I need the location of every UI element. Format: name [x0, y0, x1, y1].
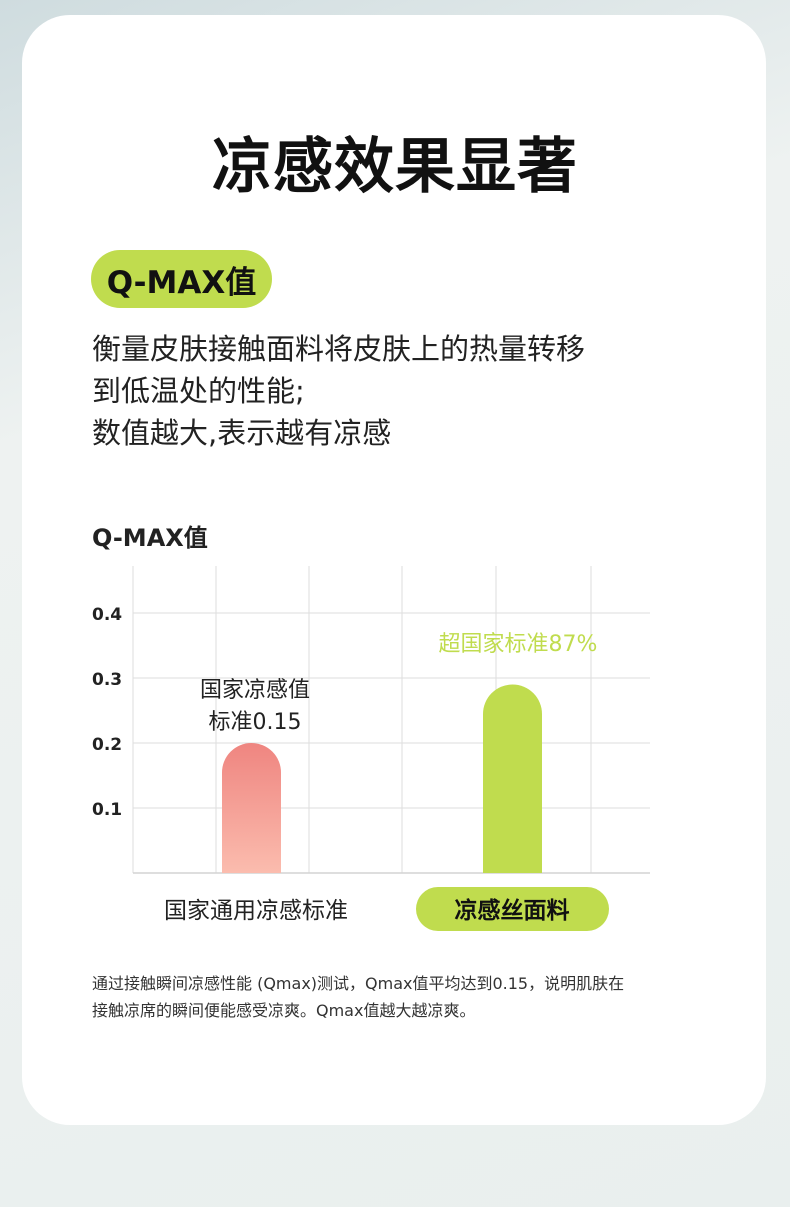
footnote-line: 通过接触瞬间凉感性能 (Qmax)测试，Qmax值平均达到0.15，说明肌肤在 [92, 974, 625, 993]
page-title: 凉感效果显著 [212, 132, 578, 202]
footnote-line: 接触凉席的瞬间便能感受凉爽。Qmax值越大越凉爽。 [92, 1001, 476, 1020]
footnote: 通过接触瞬间凉感性能 (Qmax)测试，Qmax值平均达到0.15，说明肌肤在 … [92, 970, 692, 1024]
bar-standard [222, 743, 281, 873]
category-pill [416, 887, 609, 931]
qmax-badge: Q-MAX值 [91, 250, 272, 308]
x-category-label: 凉感丝面料 [455, 897, 570, 924]
content-card [22, 15, 766, 1125]
bar-product [483, 684, 542, 873]
description-line: 数值越大,表示越有凉感 [92, 416, 392, 450]
y-tick-label: 0.2 [92, 735, 122, 755]
y-tick-label: 0.4 [92, 605, 122, 625]
description-line: 衡量皮肤接触面料将皮肤上的热量转移 [92, 332, 586, 366]
description: 衡量皮肤接触面料将皮肤上的热量转移 到低温处的性能; 数值越大,表示越有凉感 [92, 328, 585, 454]
y-tick-label: 0.3 [92, 670, 122, 690]
chart-title: Q-MAX值 [92, 524, 208, 552]
annotation-standard: 标准0.15 [209, 710, 302, 735]
description-line: 到低温处的性能; [92, 374, 305, 408]
annotation-standard: 国家凉感值 [200, 678, 310, 703]
annotation-product: 超国家标准87% [439, 632, 598, 657]
x-category-label: 国家通用凉感标准 [164, 898, 348, 924]
y-tick-label: 0.1 [92, 800, 122, 820]
